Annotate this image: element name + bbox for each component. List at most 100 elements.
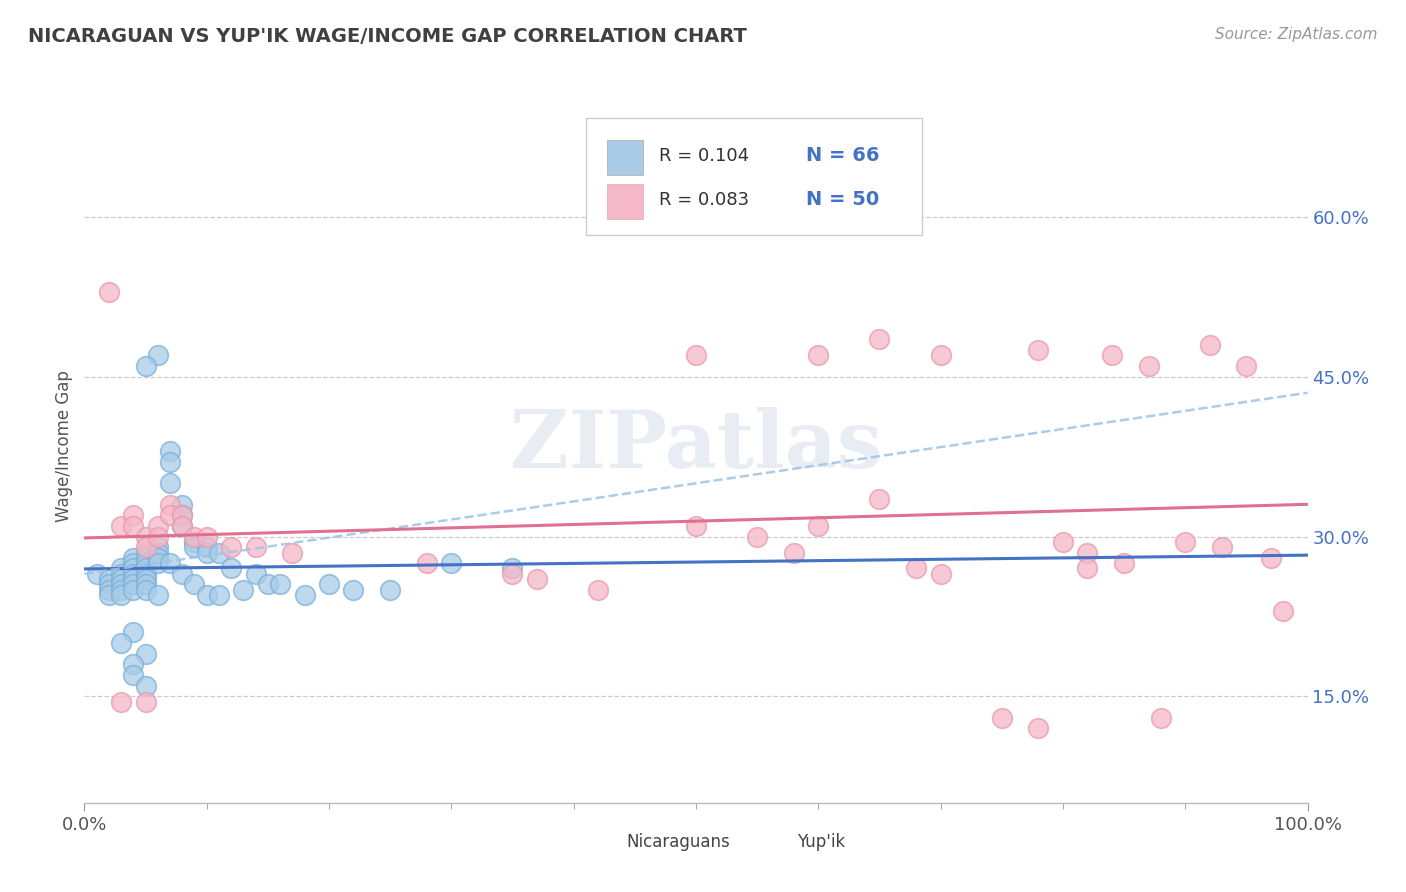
Point: [135, 359, 157, 373]
Point: [110, 695, 132, 709]
Point: [135, 545, 157, 559]
Point: [146, 545, 169, 559]
Point: [685, 519, 707, 533]
Point: [183, 540, 205, 554]
Point: [807, 519, 830, 533]
Point: [172, 508, 194, 523]
Point: [294, 588, 316, 602]
Point: [281, 545, 304, 559]
FancyBboxPatch shape: [592, 828, 619, 856]
Text: N = 50: N = 50: [806, 190, 879, 210]
Point: [1076, 545, 1098, 559]
Point: [159, 455, 181, 469]
Point: [245, 566, 267, 581]
Point: [526, 572, 548, 586]
Text: Nicaraguans: Nicaraguans: [626, 833, 730, 851]
Text: N = 66: N = 66: [806, 146, 880, 165]
Point: [905, 561, 928, 575]
Point: [183, 529, 205, 543]
Point: [135, 647, 157, 661]
Point: [135, 577, 157, 591]
Point: [440, 556, 463, 570]
Point: [122, 572, 145, 586]
Point: [172, 519, 194, 533]
Point: [232, 582, 254, 597]
Point: [1114, 556, 1136, 570]
Point: [195, 588, 218, 602]
Point: [1028, 721, 1050, 735]
Point: [146, 529, 169, 543]
FancyBboxPatch shape: [586, 118, 922, 235]
Point: [219, 540, 242, 554]
Point: [110, 636, 132, 650]
Point: [135, 566, 157, 581]
Point: [269, 577, 291, 591]
Point: [110, 588, 132, 602]
Point: [1028, 343, 1050, 358]
Point: [172, 508, 194, 523]
Text: NICARAGUAN VS YUP'IK WAGE/INCOME GAP CORRELATION CHART: NICARAGUAN VS YUP'IK WAGE/INCOME GAP COR…: [28, 27, 747, 45]
Point: [1198, 338, 1220, 352]
Point: [195, 545, 218, 559]
Point: [146, 588, 169, 602]
Point: [122, 577, 145, 591]
Point: [110, 566, 132, 581]
Point: [245, 540, 267, 554]
Text: R = 0.083: R = 0.083: [659, 191, 749, 209]
Point: [135, 679, 157, 693]
Text: Source: ZipAtlas.com: Source: ZipAtlas.com: [1215, 27, 1378, 42]
FancyBboxPatch shape: [606, 184, 644, 219]
Point: [342, 582, 364, 597]
Point: [219, 561, 242, 575]
Point: [1076, 561, 1098, 575]
Point: [110, 577, 132, 591]
Point: [1211, 540, 1233, 554]
Point: [97, 588, 120, 602]
Point: [97, 572, 120, 586]
Point: [807, 349, 830, 363]
Point: [135, 529, 157, 543]
Point: [122, 566, 145, 581]
FancyBboxPatch shape: [763, 828, 790, 856]
Point: [1260, 550, 1282, 565]
Point: [747, 529, 769, 543]
Point: [159, 508, 181, 523]
Point: [183, 577, 205, 591]
Y-axis label: Wage/Income Gap: Wage/Income Gap: [55, 370, 73, 522]
Point: [122, 508, 145, 523]
Point: [97, 582, 120, 597]
Point: [1236, 359, 1258, 373]
Point: [1174, 534, 1197, 549]
Point: [380, 582, 402, 597]
Point: [110, 582, 132, 597]
Point: [1052, 534, 1074, 549]
Point: [172, 566, 194, 581]
Point: [1137, 359, 1160, 373]
Point: [257, 577, 280, 591]
Point: [122, 519, 145, 533]
Point: [502, 561, 524, 575]
Point: [1101, 349, 1123, 363]
Point: [586, 582, 609, 597]
Point: [86, 566, 108, 581]
Point: [929, 566, 952, 581]
Point: [122, 561, 145, 575]
Point: [122, 582, 145, 597]
Point: [135, 572, 157, 586]
Point: [122, 550, 145, 565]
Point: [159, 476, 181, 491]
Text: ZIPatlas: ZIPatlas: [510, 407, 882, 485]
Point: [135, 561, 157, 575]
Text: Yup'ik: Yup'ik: [797, 833, 846, 851]
Point: [869, 333, 891, 347]
Point: [135, 540, 157, 554]
Point: [1272, 604, 1295, 618]
Point: [122, 657, 145, 672]
Text: R = 0.104: R = 0.104: [659, 146, 749, 164]
Point: [208, 588, 231, 602]
FancyBboxPatch shape: [606, 140, 644, 175]
Point: [318, 577, 340, 591]
Point: [135, 556, 157, 570]
Point: [122, 625, 145, 640]
Point: [685, 349, 707, 363]
